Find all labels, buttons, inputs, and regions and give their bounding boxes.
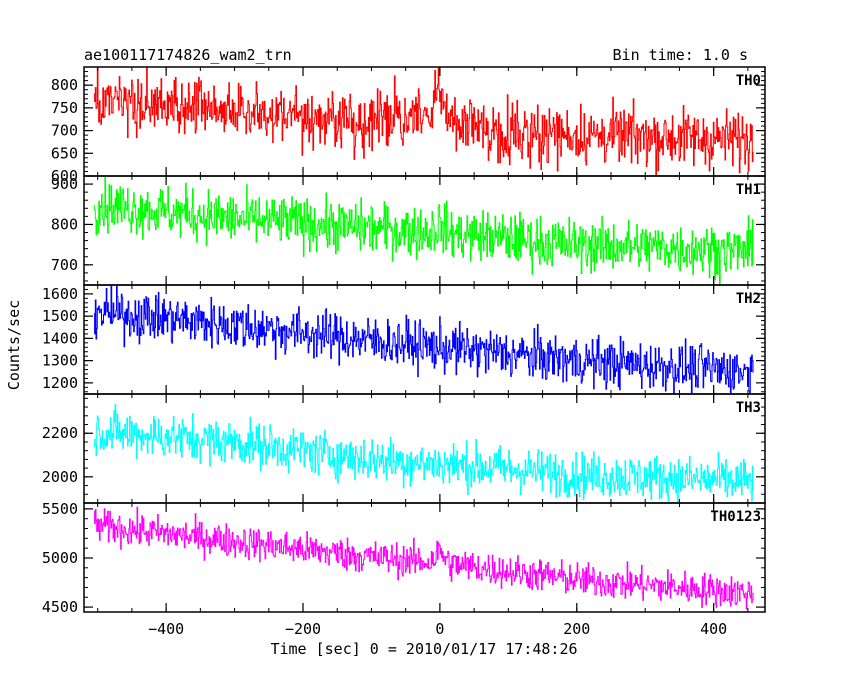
series-line-th3 bbox=[93, 404, 754, 503]
y-tick-label: 1500 bbox=[42, 307, 78, 325]
panel-th0: 600 650 700 750 800 TH0 bbox=[51, 66, 766, 185]
panel-label-th0123: TH0123 bbox=[710, 509, 761, 525]
series-line-th0123 bbox=[93, 506, 754, 610]
y-tick-label: 1300 bbox=[42, 352, 78, 370]
x-tick-label: −400 bbox=[148, 620, 184, 638]
y-tick-label: 700 bbox=[51, 256, 78, 274]
y-tick-label: 750 bbox=[51, 99, 78, 117]
y-tick-label: 5500 bbox=[42, 500, 78, 518]
y-tick-label: 600 bbox=[51, 167, 78, 185]
x-tick-label: 0 bbox=[435, 620, 444, 638]
y-tick-label: 4500 bbox=[42, 598, 78, 616]
panels-group: 600 650 700 750 800 TH0 700 800 900 TH1 1200 1300 14… bbox=[42, 66, 766, 638]
x-tick-label: −200 bbox=[285, 620, 321, 638]
y-tick-label: 700 bbox=[51, 122, 78, 140]
y-tick-label: 2000 bbox=[42, 468, 78, 486]
panel-label-th2: TH2 bbox=[736, 291, 761, 307]
panel-label-th3: TH3 bbox=[736, 400, 761, 416]
y-tick-label: 2200 bbox=[42, 424, 78, 442]
y-axis-label: Counts/sec bbox=[5, 300, 23, 390]
series-line-th2 bbox=[93, 285, 754, 394]
y-tick-label: 5000 bbox=[42, 549, 78, 567]
panel-label-th0: TH0 bbox=[736, 73, 761, 89]
series-line-th1 bbox=[93, 176, 754, 285]
panel-frame bbox=[83, 66, 766, 177]
y-tick-label: 800 bbox=[51, 215, 78, 233]
bin-time-label: Bin time: 1.0 s bbox=[613, 46, 748, 64]
panel-th3: 2000 2200 TH3 bbox=[42, 393, 766, 504]
series-line-th0 bbox=[93, 67, 754, 176]
panel-frame bbox=[83, 502, 766, 613]
chart-title: ae100117174826_wam2_trn bbox=[84, 46, 292, 64]
panel-th1: 700 800 900 TH1 bbox=[51, 175, 766, 286]
y-tick-label: 650 bbox=[51, 144, 78, 162]
y-tick-label: 1600 bbox=[42, 285, 78, 303]
y-tick-label: 900 bbox=[51, 175, 78, 193]
x-tick-label: 400 bbox=[700, 620, 727, 638]
y-tick-label: 1200 bbox=[42, 374, 78, 392]
panel-th0123: 4500 5000 5500 TH0123 bbox=[42, 500, 766, 616]
y-tick-label: 800 bbox=[51, 76, 78, 94]
y-tick-label: 1400 bbox=[42, 329, 78, 347]
x-tick-label: 200 bbox=[563, 620, 590, 638]
panel-th2: 1200 1300 1400 1500 1600 TH2 bbox=[42, 284, 766, 395]
x-axis-label: Time [sec] 0 = 2010/01/17 17:48:26 bbox=[270, 640, 577, 658]
panel-label-th1: TH1 bbox=[736, 182, 761, 198]
